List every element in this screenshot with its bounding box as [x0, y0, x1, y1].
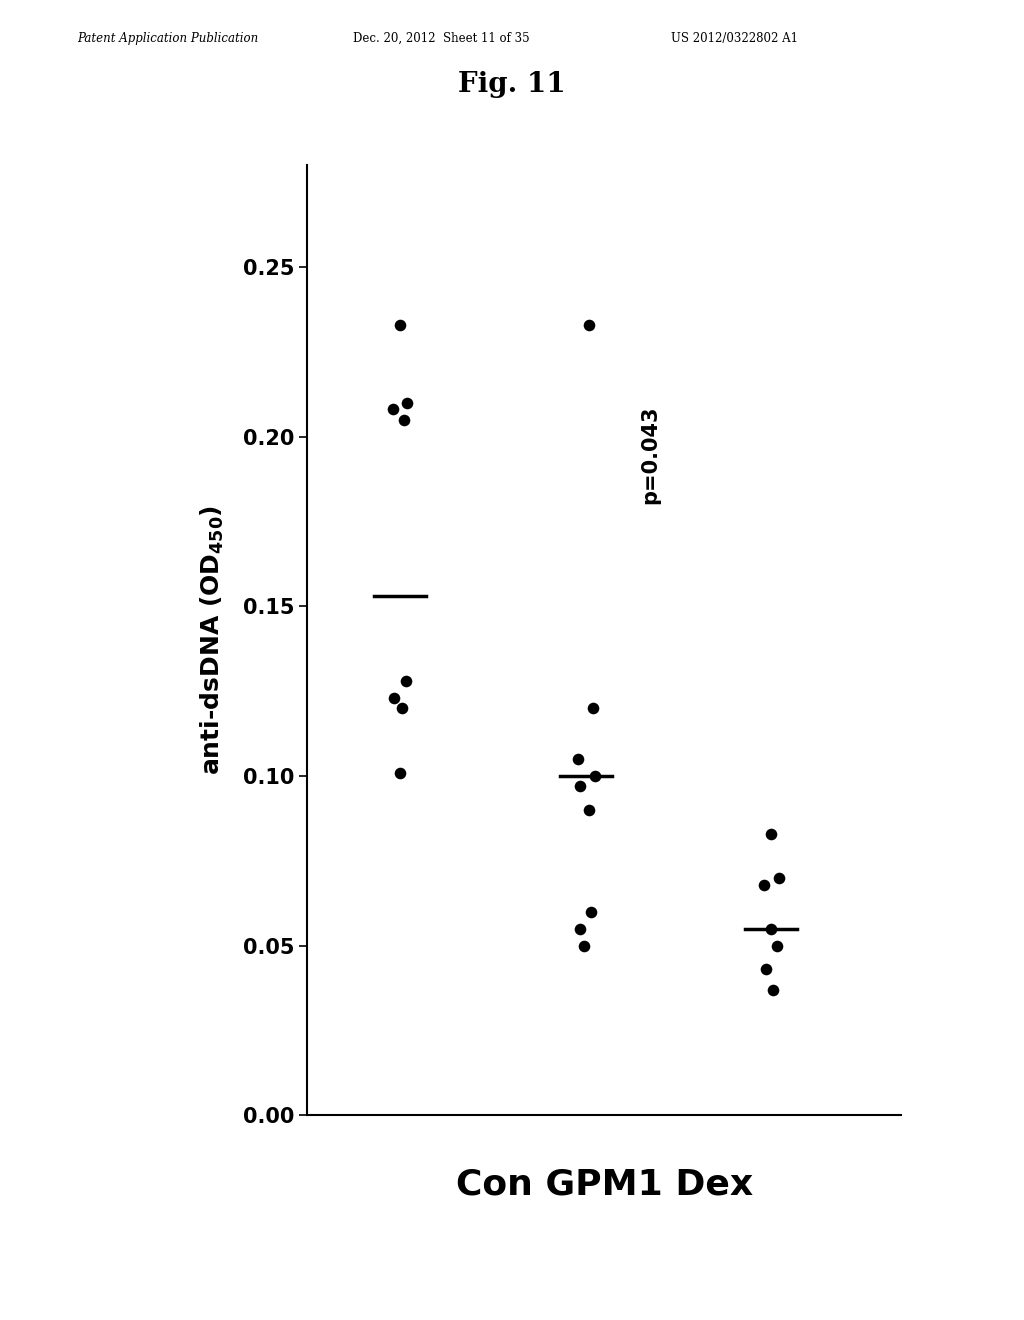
Text: Dec. 20, 2012  Sheet 11 of 35: Dec. 20, 2012 Sheet 11 of 35 — [353, 32, 529, 45]
Point — [763, 919, 779, 940]
Point — [769, 935, 785, 956]
Point — [399, 392, 416, 413]
Point — [570, 748, 587, 770]
Text: p=0.043: p=0.043 — [641, 407, 660, 504]
Point — [395, 409, 412, 430]
Text: Con GPM1 Dex: Con GPM1 Dex — [456, 1168, 753, 1201]
Text: Fig. 11: Fig. 11 — [458, 71, 566, 99]
Point — [585, 697, 601, 718]
Point — [581, 314, 597, 335]
Point — [392, 762, 409, 783]
Point — [587, 766, 603, 787]
Point — [756, 874, 772, 895]
Point — [392, 314, 409, 335]
Point — [393, 697, 410, 718]
Point — [763, 824, 779, 845]
Point — [575, 935, 592, 956]
Text: US 2012/0322802 A1: US 2012/0322802 A1 — [671, 32, 798, 45]
Point — [397, 671, 414, 692]
Point — [386, 688, 402, 709]
Point — [581, 800, 597, 821]
Text: Patent Application Publication: Patent Application Publication — [77, 32, 258, 45]
Point — [583, 902, 599, 923]
Point — [571, 919, 588, 940]
Point — [770, 867, 786, 888]
Y-axis label: anti-dsDNA (OD$_{\mathbf{450}}$): anti-dsDNA (OD$_{\mathbf{450}}$) — [199, 506, 226, 775]
Point — [384, 399, 400, 420]
Point — [571, 776, 588, 797]
Point — [765, 979, 781, 1001]
Point — [758, 958, 774, 979]
